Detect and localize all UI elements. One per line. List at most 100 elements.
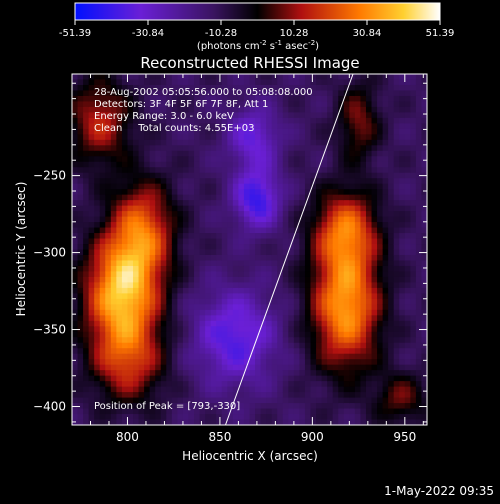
heatmap-cell [327,117,334,124]
heatmap-cell [110,370,117,377]
heatmap-cell [404,145,411,152]
heatmap-cell [205,205,212,212]
heatmap-cell [227,167,234,174]
heatmap-cell [260,353,267,360]
heatmap-cell [216,364,223,371]
heatmap-cell [127,194,134,201]
heatmap-cell [377,244,384,251]
heatmap-cell [271,326,278,333]
heatmap-cell [299,178,306,185]
x-axis-label: Heliocentric X (arcsec) [182,449,318,463]
heatmap-cell [316,178,323,185]
heatmap-cell [77,90,84,97]
heatmap-cell [399,216,406,223]
heatmap-cell [177,265,184,273]
heatmap-cell [321,123,328,130]
heatmap-cell [354,293,362,300]
heatmap-cell [72,348,79,355]
heatmap-cell [138,397,145,404]
heatmap-cell [354,326,362,333]
heatmap-cell [166,161,173,168]
heatmap-cell [288,134,295,141]
heatmap-cell [77,216,84,223]
heatmap-cell [144,233,151,240]
heatmap-cell [377,282,384,289]
heatmap-cell [149,287,156,294]
heatmap-cell [138,139,145,146]
heatmap-cell [404,298,411,305]
heatmap-cell [332,414,339,421]
heatmap-cell [210,244,217,251]
heatmap-cell [138,95,145,103]
heatmap-cell [138,364,145,371]
heatmap-cell [210,304,217,311]
heatmap-cell [388,359,395,366]
heatmap-cell [160,106,167,113]
heatmap-cell [349,101,356,108]
heatmap-cell [94,139,101,146]
heatmap-cell [382,271,389,278]
heatmap-cell [321,222,328,229]
heatmap-cell [421,353,427,360]
heatmap-cell [260,90,267,97]
heatmap-cell [232,276,240,284]
heatmap-cell [105,106,112,113]
heatmap-cell [133,408,140,415]
heatmap-cell [310,397,317,404]
heatmap-cell [144,381,151,388]
heatmap-cell [371,254,378,262]
heatmap-cell [327,178,334,185]
heatmap-cell [321,227,328,234]
heatmap-cell [243,397,251,404]
heatmap-cell [182,172,190,179]
heatmap-cell [327,320,334,327]
heatmap-cell [243,95,251,103]
heatmap-cell [88,381,95,388]
heatmap-cell [155,260,162,267]
heatmap-cell [94,74,101,81]
heatmap-cell [377,90,384,97]
heatmap-cell [182,276,190,284]
heatmap-cell [365,320,373,327]
heatmap-cell [349,79,356,86]
heatmap-cell [360,134,367,141]
heatmap-cell [199,386,206,393]
heatmap-cell [116,419,123,425]
heatmap-cell [160,337,167,344]
heatmap-cell [338,178,345,185]
heatmap-cell [127,101,134,108]
peak-position-label: Position of Peak = [793,-330] [94,401,240,412]
heatmap-cell [110,84,117,92]
heatmap-cell [243,79,251,86]
heatmap-cell [144,134,151,141]
heatmap-cell [338,123,345,130]
heatmap-cell [232,189,240,196]
heatmap-cell [210,117,217,124]
heatmap-cell [304,156,312,163]
heatmap-cell [83,134,90,141]
heatmap-cell [227,95,234,103]
heatmap-cell [377,381,384,388]
heatmap-cell [116,145,123,152]
heatmap-cell [332,271,339,278]
heatmap-cell [188,178,195,185]
heatmap-cell [310,293,317,300]
heatmap-cell [110,211,117,218]
heatmap-cell [393,326,400,333]
heatmap-cell [293,254,301,262]
heatmap-cell [221,364,228,371]
heatmap-cell [160,216,167,223]
heatmap-cell [171,392,178,399]
heatmap-cell [338,249,345,256]
heatmap-cell [377,364,384,371]
heatmap-cell [205,392,212,399]
heatmap-cell [410,222,417,229]
heatmap-cell [349,200,356,207]
heatmap-cell [371,244,378,251]
heatmap-cell [188,244,195,251]
heatmap-cell [288,298,295,305]
heatmap-cell [304,419,312,425]
heatmap-cell [332,381,339,388]
heatmap-cell [249,161,256,168]
heatmap-cell [138,233,145,240]
